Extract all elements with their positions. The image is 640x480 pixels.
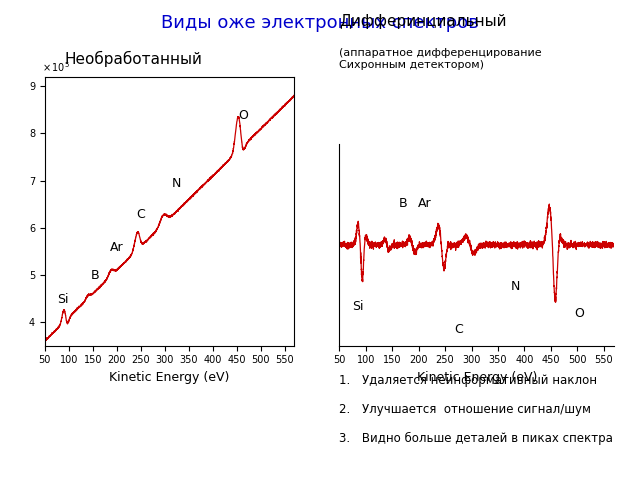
Text: $\times\,10^5$: $\times\,10^5$ [42, 60, 70, 74]
Text: Ar: Ar [109, 240, 124, 253]
Text: 2. Улучшается  отношение сигнал/шум: 2. Улучшается отношение сигнал/шум [339, 403, 591, 416]
Text: Необработанный: Необработанный [64, 51, 202, 67]
Text: Ar: Ar [417, 196, 431, 210]
Text: B: B [399, 196, 408, 210]
Text: O: O [238, 108, 248, 121]
Text: B: B [90, 269, 99, 282]
Text: N: N [511, 280, 520, 293]
Text: (аппаратное дифференцирование
Сихронным детектором): (аппаратное дифференцирование Сихронным … [339, 48, 542, 70]
Text: 1. Удаляется неинформативный наклон: 1. Удаляется неинформативный наклон [339, 374, 597, 387]
Text: C: C [454, 324, 463, 336]
Text: Дифферинциальный: Дифферинциальный [339, 14, 507, 29]
Text: N: N [172, 177, 181, 190]
Text: C: C [136, 208, 145, 221]
Text: Виды оже электронных спектров: Виды оже электронных спектров [161, 14, 479, 33]
Text: O: O [575, 307, 584, 320]
Text: Si: Si [57, 292, 68, 305]
Text: 3. Видно больше деталей в пиках спектра: 3. Видно больше деталей в пиках спектра [339, 432, 613, 445]
X-axis label: Kinetic Energy (eV): Kinetic Energy (eV) [417, 371, 537, 384]
X-axis label: Kinetic Energy (eV): Kinetic Energy (eV) [109, 371, 230, 384]
Text: Si: Si [353, 300, 364, 313]
